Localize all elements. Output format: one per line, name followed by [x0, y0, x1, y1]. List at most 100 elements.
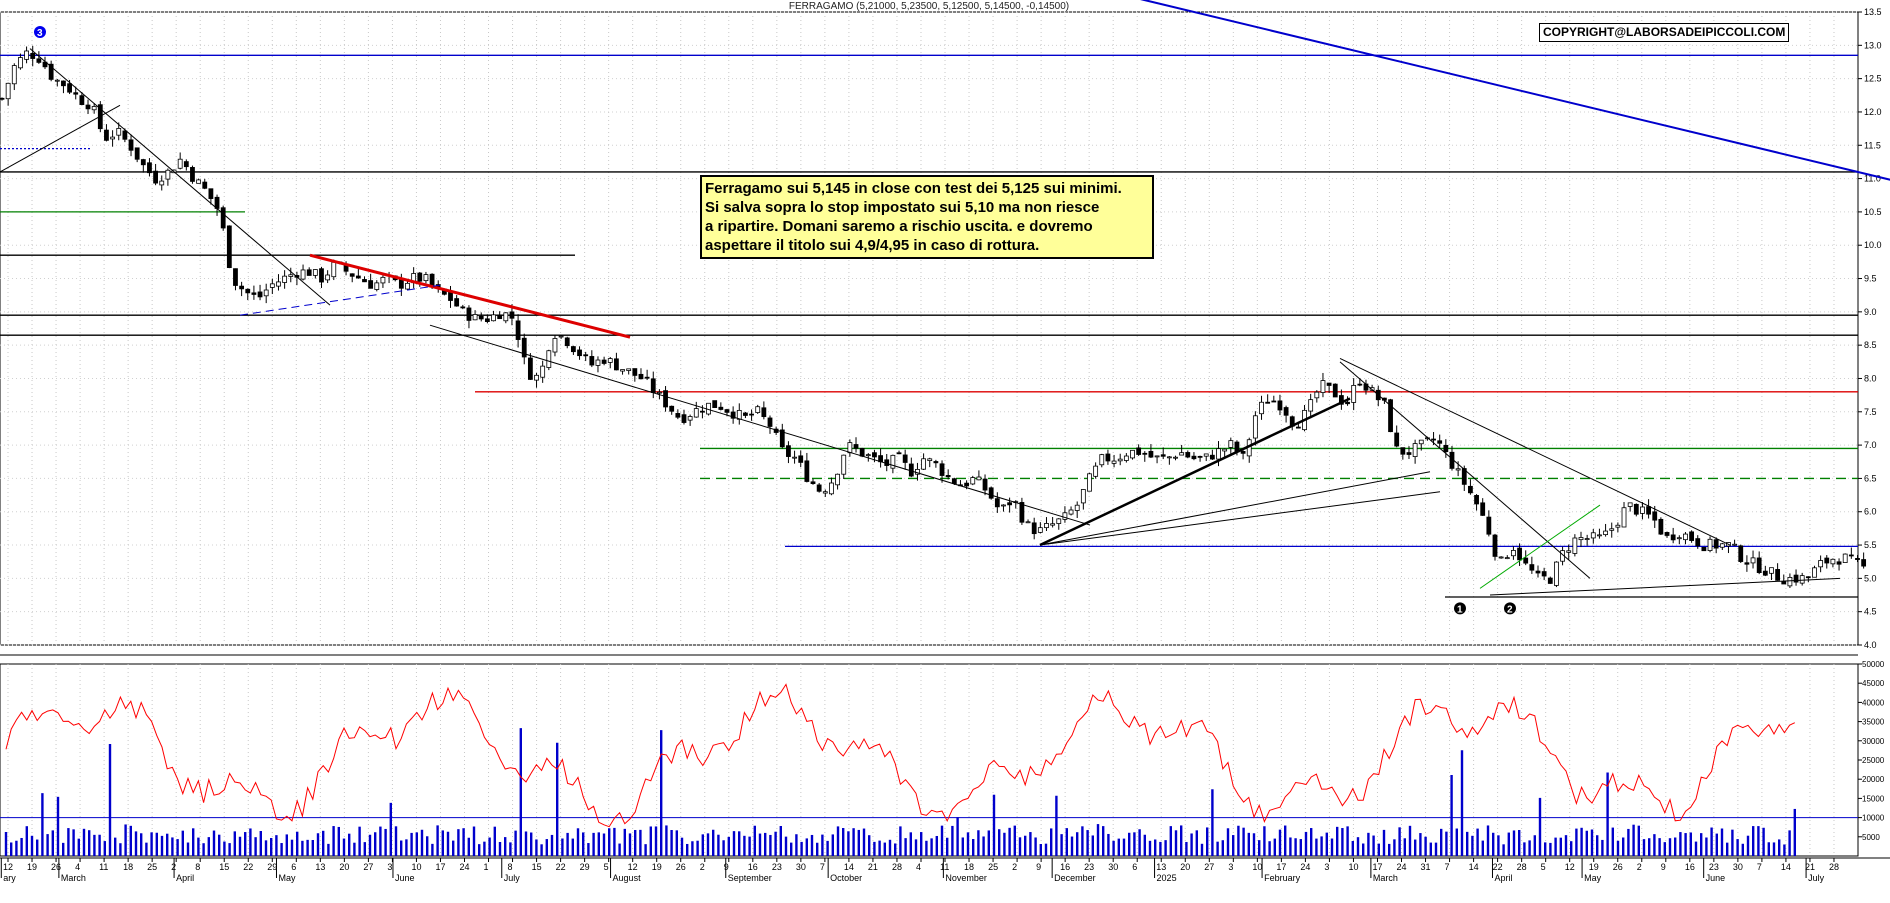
- candle-body: [964, 482, 970, 487]
- marker-label: 3: [37, 28, 43, 39]
- candle-body: [30, 52, 36, 59]
- candle-body: [1455, 468, 1461, 471]
- candle-body: [1541, 571, 1547, 577]
- candle-body: [460, 306, 466, 309]
- date-tick-label: 22: [1493, 862, 1503, 872]
- date-tick-label: 3: [387, 862, 392, 872]
- date-tick-label: 30: [1733, 862, 1743, 872]
- candle-body: [73, 92, 79, 95]
- month-label: ary: [3, 873, 16, 883]
- date-tick-label: 11: [99, 862, 108, 872]
- candle-body: [527, 357, 533, 380]
- month-label: May: [1584, 873, 1602, 883]
- date-tick-label: 31: [1421, 862, 1431, 872]
- candle-body: [54, 79, 60, 82]
- candle-body: [1609, 528, 1615, 531]
- trendline: [0, 104, 121, 173]
- candle-body: [1572, 537, 1578, 554]
- date-tick-label: 22: [243, 862, 253, 872]
- candle-body: [1394, 432, 1400, 447]
- trendline: [239, 284, 441, 316]
- date-tick-label: 17: [435, 862, 445, 872]
- candle-body: [1074, 504, 1080, 511]
- candle-body: [681, 414, 687, 423]
- date-tick-label: 4: [75, 862, 80, 872]
- candle-body: [1357, 383, 1363, 386]
- candle-body: [1646, 506, 1651, 515]
- candle-body: [1185, 452, 1191, 458]
- date-tick-label: 29: [267, 862, 277, 872]
- trendline: [1479, 504, 1601, 589]
- month-label: April: [176, 873, 194, 883]
- candle-body: [1597, 534, 1602, 537]
- candle-body: [1695, 538, 1701, 547]
- candle-body: [1154, 455, 1160, 458]
- marker-circle: [1504, 602, 1516, 615]
- date-tick-label: 29: [580, 862, 590, 872]
- date-tick-label: 20: [339, 862, 349, 872]
- candle-body: [1259, 401, 1264, 415]
- candle-body: [1781, 581, 1787, 585]
- candle-body: [595, 359, 601, 366]
- candle-body: [1836, 561, 1842, 565]
- price-tick-label: 9.5: [1864, 274, 1877, 284]
- date-tick-label: 9: [724, 862, 729, 872]
- candle-body: [1492, 534, 1498, 557]
- candle-body: [1676, 537, 1682, 540]
- trendline: [309, 253, 631, 339]
- candle-body: [1400, 447, 1406, 455]
- candle-body: [104, 129, 109, 141]
- candle-body: [1412, 443, 1418, 457]
- month-label: July: [504, 873, 521, 883]
- volume-tick-label: 15000: [1862, 794, 1885, 803]
- candle-body: [564, 337, 570, 347]
- candle-body: [872, 452, 877, 458]
- date-tick-label: 15: [532, 862, 542, 872]
- date-tick-label: 5: [1541, 862, 1546, 872]
- candle-body: [1136, 447, 1142, 455]
- candle-body: [1037, 527, 1043, 533]
- volume-tick-label: 30000: [1862, 737, 1885, 746]
- candle-body: [202, 181, 208, 189]
- date-tick-label: 26: [676, 862, 686, 872]
- candle-body: [288, 274, 294, 277]
- trendline: [29, 48, 331, 306]
- marker-label: 2: [1507, 604, 1513, 615]
- candle-body: [669, 405, 675, 412]
- candle-body: [540, 365, 546, 378]
- candle-body: [183, 161, 189, 168]
- candle-body: [1099, 454, 1105, 466]
- candle-body: [693, 408, 699, 418]
- date-tick-label: 23: [1084, 862, 1094, 872]
- date-tick-label: 17: [1372, 862, 1382, 872]
- candle-body: [1861, 559, 1867, 567]
- candle-body: [67, 83, 72, 93]
- candle-body: [497, 314, 503, 320]
- candle-body: [890, 454, 896, 469]
- candle-body: [1756, 557, 1762, 573]
- price-tick-label: 11.5: [1864, 140, 1881, 150]
- candle-body: [1658, 518, 1664, 535]
- candle-body: [761, 407, 767, 418]
- volume-tick-label: 40000: [1862, 698, 1885, 707]
- candle-body: [1007, 502, 1013, 506]
- candle-body: [767, 417, 773, 427]
- candle-body: [1283, 407, 1289, 416]
- candle-body: [1050, 523, 1056, 526]
- candle-body: [515, 320, 521, 340]
- date-tick-label: 9: [1661, 862, 1666, 872]
- candle-body: [1799, 575, 1805, 584]
- price-tick-label: 6.5: [1864, 473, 1877, 483]
- candle-body: [730, 411, 736, 419]
- month-label: July: [1808, 873, 1825, 883]
- date-tick-label: 2: [1637, 862, 1642, 872]
- candle-body: [1001, 504, 1006, 507]
- date-tick-label: 13: [1156, 862, 1166, 872]
- candle-body: [1762, 570, 1768, 576]
- date-tick-label: 14: [1781, 862, 1791, 872]
- date-tick-label: 16: [1685, 862, 1695, 872]
- candle-body: [220, 207, 226, 229]
- candle-body: [1584, 538, 1590, 540]
